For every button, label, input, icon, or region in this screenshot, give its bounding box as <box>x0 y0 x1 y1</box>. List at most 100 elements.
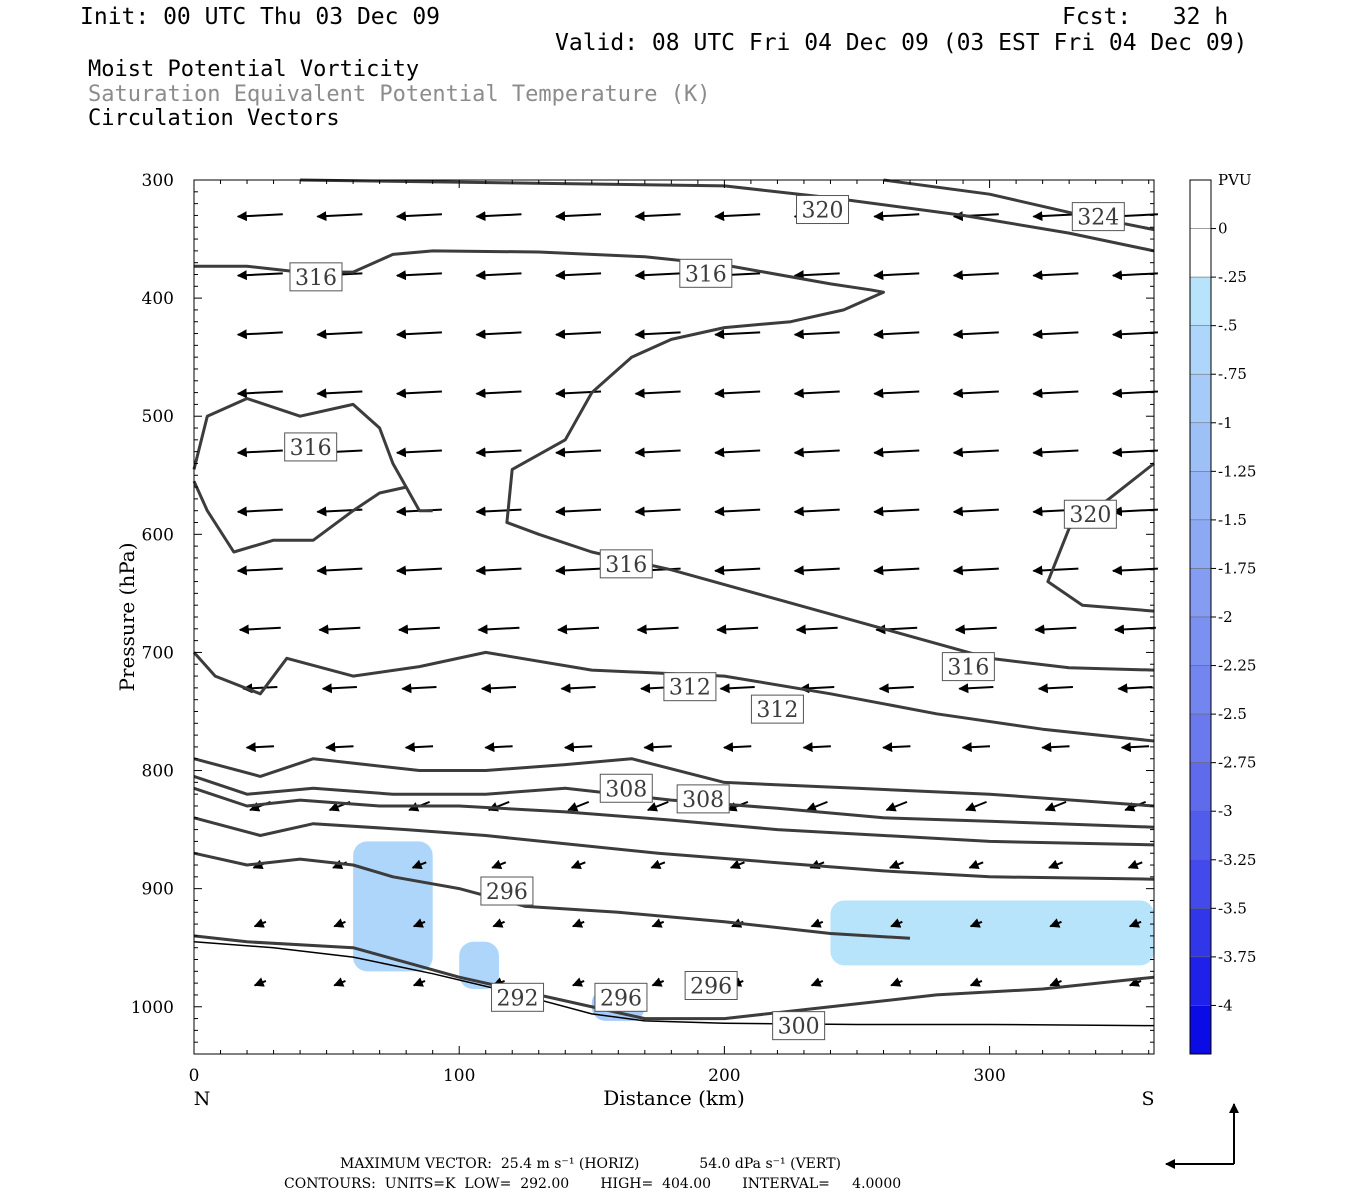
colorbar-swatch-13 <box>1189 810 1212 861</box>
y-tick-label-4: 700 <box>142 643 174 663</box>
contour-label-14: 292 <box>497 986 539 1011</box>
circulation-vector-139 <box>969 977 983 987</box>
circulation-vector-148 <box>1037 683 1073 694</box>
circulation-vector-21 <box>318 624 361 635</box>
circulation-vector-75 <box>634 506 681 517</box>
circulation-vector-140 <box>1032 211 1079 222</box>
circulation-vector-116 <box>873 447 920 458</box>
circulation-vector-149 <box>1041 742 1070 753</box>
circulation-vector-0 <box>236 211 283 222</box>
circulation-vector-62 <box>555 565 602 576</box>
theta-contour-7 <box>193 816 1155 881</box>
contours-info: CONTOURS: UNITS=K LOW= 292.00 HIGH= 404.… <box>284 1176 902 1192</box>
circulation-vector-34 <box>395 565 442 576</box>
circulation-vector-23 <box>325 742 354 753</box>
theta-contour-1 <box>300 178 1155 253</box>
terrain-surface <box>193 941 1155 1027</box>
theta-contour-4 <box>193 757 1155 808</box>
y-tick-label-1: 400 <box>142 289 174 309</box>
circulation-vector-120 <box>878 683 914 694</box>
circulation-vector-91 <box>716 624 759 635</box>
circulation-vector-162 <box>1117 683 1153 694</box>
max-vector-horiz: 25.4 m s⁻¹ (HORIZ) <box>500 1156 640 1172</box>
x-tick-label-0: 0 <box>189 1066 200 1086</box>
circulation-vector-165 <box>1127 859 1143 870</box>
circulation-vector-92 <box>719 683 755 694</box>
contour-label-box-4 <box>284 432 338 462</box>
circulation-vector-31 <box>395 388 442 399</box>
circulation-vector-90 <box>714 565 761 576</box>
theta-contour-12 <box>1046 462 1155 613</box>
theta-contour-8 <box>193 851 911 940</box>
contour-label-box-13 <box>684 970 738 1000</box>
max-vector-line: MAXIMUM VECTOR: 25.4 m s⁻¹ (HORIZ) 54.0 d… <box>340 1156 841 1172</box>
circulation-vector-20 <box>316 565 363 576</box>
circulation-vector-73 <box>634 388 681 399</box>
colorbar-label-11: -2.75 <box>1218 754 1256 772</box>
x-tick-label-1: 100 <box>443 1066 475 1086</box>
contour-label-box-11 <box>676 784 730 814</box>
colorbar-swatch-1 <box>1189 228 1212 278</box>
circulation-vector-95 <box>729 859 745 870</box>
y-tick-label-7: 1000 <box>131 998 174 1018</box>
circulation-vector-74 <box>634 447 681 458</box>
colorbar-swatch-10 <box>1189 665 1212 715</box>
circulation-vector-41 <box>412 977 426 987</box>
circulation-vector-40 <box>412 918 426 928</box>
colorbar-label-10: -2.5 <box>1218 705 1247 723</box>
circulation-vector-5 <box>236 506 283 517</box>
circulation-vector-50 <box>480 683 517 694</box>
y-tick-label-0: 300 <box>142 171 174 191</box>
circulation-vector-27 <box>333 977 346 987</box>
contour-label-6: 320 <box>1069 503 1111 528</box>
contour-label-4: 316 <box>290 436 332 461</box>
circulation-vector-103 <box>793 506 840 517</box>
circulation-vector-12 <box>253 918 267 928</box>
circulation-vector-155 <box>1111 270 1158 281</box>
y-tick-label-3: 600 <box>142 525 174 545</box>
contour-label-10: 308 <box>605 777 647 802</box>
circulation-vector-16 <box>316 329 363 340</box>
circulation-vector-7 <box>238 624 281 635</box>
colorbar-label-8: -2 <box>1218 608 1233 626</box>
circulation-vector-67 <box>570 859 586 870</box>
circulation-vector-60 <box>555 447 602 458</box>
colorbar-label-14: -3.5 <box>1218 899 1247 917</box>
colorbar-label-2: -.5 <box>1218 317 1237 335</box>
colorbar-swatch-2 <box>1189 276 1212 326</box>
circulation-vector-70 <box>634 211 681 222</box>
circulation-vector-4 <box>236 447 283 458</box>
circulation-vector-113 <box>873 270 920 281</box>
circulation-vector-81 <box>650 859 666 870</box>
circulation-vector-118 <box>873 565 920 576</box>
contour-label-8: 312 <box>669 676 711 701</box>
colorbar-label-5: -1.25 <box>1218 462 1256 480</box>
contour-label-1: 316 <box>685 262 727 287</box>
colorbar-swatch-0 <box>1189 179 1212 229</box>
colorbar-label-4: -1 <box>1218 414 1233 432</box>
circulation-vector-68 <box>571 918 585 928</box>
contour-label-box-15 <box>594 982 648 1012</box>
circulation-vector-45 <box>475 388 522 399</box>
theta-contour-9 <box>192 397 433 513</box>
circulation-vector-32 <box>395 447 442 458</box>
circulation-vector-87 <box>714 388 761 399</box>
theta-contour-5 <box>193 774 1155 829</box>
circulation-vector-29 <box>395 270 442 281</box>
x-axis-label: Distance (km) <box>603 1086 745 1110</box>
init-time: Init: 00 UTC Thu 03 Dec 09 <box>80 4 441 30</box>
circulation-vector-9 <box>245 742 274 753</box>
circulation-vector-64 <box>560 683 596 694</box>
circulation-vector-125 <box>890 977 903 987</box>
circulation-vector-2 <box>236 329 283 340</box>
circulation-vector-100 <box>793 329 840 340</box>
theta-contours <box>192 178 1155 1021</box>
circulation-vector-93 <box>723 742 752 753</box>
circulation-vector-138 <box>969 918 983 928</box>
circulation-vector-35 <box>397 624 440 635</box>
contour-label-box-16 <box>772 1011 826 1041</box>
circulation-vector-71 <box>634 270 681 281</box>
circulation-vector-83 <box>651 977 665 987</box>
circulation-vector-14 <box>316 211 363 222</box>
circulation-vector-110 <box>810 918 824 928</box>
